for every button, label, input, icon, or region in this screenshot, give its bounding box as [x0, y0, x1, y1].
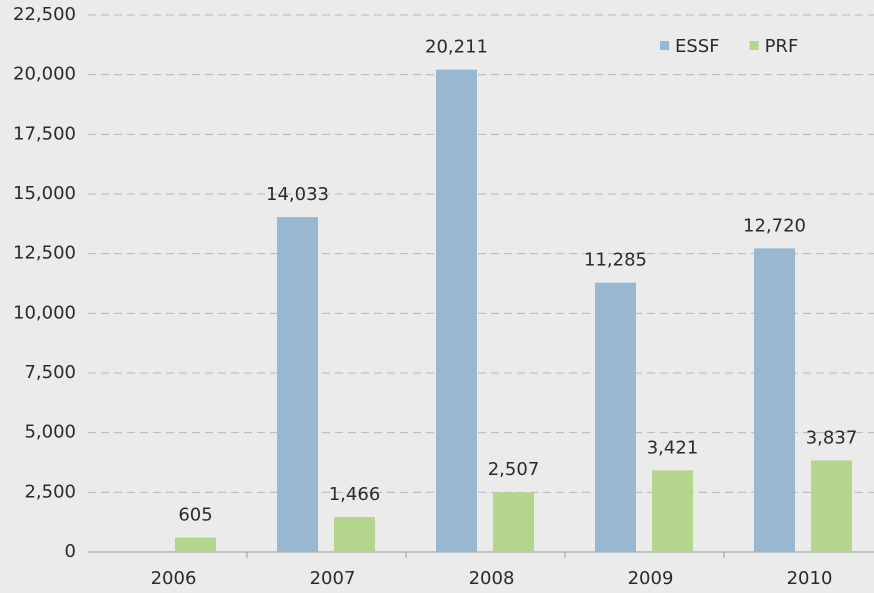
y-tick-label: 12,500	[13, 243, 76, 264]
x-tick-label: 2010	[787, 568, 833, 589]
y-tick-label: 7,500	[24, 362, 76, 383]
y-tick-label: 20,000	[13, 64, 76, 85]
legend-label: PRF	[765, 36, 799, 57]
legend-label: ESSF	[675, 36, 720, 57]
bar	[493, 492, 534, 552]
y-tick-label: 10,000	[13, 302, 76, 323]
y-tick-label: 17,500	[13, 123, 76, 144]
bar	[652, 470, 693, 552]
value-label: 3,837	[806, 427, 858, 448]
y-tick-label: 22,500	[13, 4, 76, 25]
value-label: 3,421	[647, 437, 699, 458]
y-tick-label: 0	[65, 541, 76, 562]
x-tick-label: 2009	[628, 568, 674, 589]
bar	[811, 460, 852, 552]
value-label: 20,211	[425, 37, 488, 58]
value-label: 2,507	[488, 459, 540, 480]
y-tick-label: 15,000	[13, 183, 76, 204]
x-tick-label: 2008	[469, 568, 515, 589]
bar	[754, 248, 795, 552]
bar	[334, 517, 375, 552]
y-tick-label: 2,500	[24, 481, 76, 502]
value-label: 11,285	[584, 250, 647, 271]
x-tick-label: 2006	[151, 568, 197, 589]
y-tick-label: 5,000	[24, 422, 76, 443]
bar	[436, 69, 477, 552]
value-label: 605	[178, 505, 212, 526]
bar	[277, 217, 318, 552]
x-tick-label: 2007	[310, 568, 356, 589]
value-label: 12,720	[743, 215, 806, 236]
legend-swatch	[660, 41, 669, 50]
legend-swatch	[749, 41, 759, 50]
value-label: 1,466	[329, 484, 381, 505]
bar	[595, 282, 636, 552]
bar	[175, 537, 216, 552]
value-label: 14,033	[266, 184, 329, 205]
